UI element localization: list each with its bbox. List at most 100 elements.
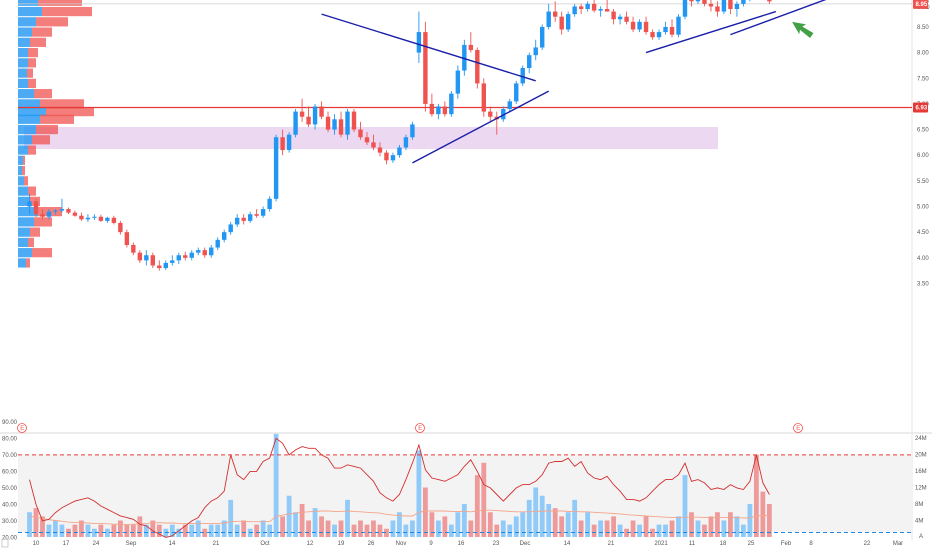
candle-body[interactable] — [306, 116, 311, 125]
candle-body[interactable] — [578, 6, 584, 9]
candle-body[interactable] — [533, 47, 538, 56]
candle-body[interactable] — [702, 0, 707, 4]
candle-body[interactable] — [559, 16, 564, 30]
volume-bar[interactable] — [435, 520, 441, 538]
volume-bar[interactable] — [195, 520, 201, 538]
candle-body[interactable] — [144, 255, 149, 261]
candle-body[interactable] — [689, 0, 694, 2]
candle-body[interactable] — [85, 217, 91, 220]
candle-body[interactable] — [176, 255, 181, 261]
volume-bar[interactable] — [734, 516, 740, 537]
volume-bar[interactable] — [221, 520, 227, 538]
candle-body[interactable] — [371, 142, 376, 148]
candle-body[interactable] — [293, 111, 298, 135]
volume-bar[interactable] — [215, 524, 221, 537]
candle-body[interactable] — [728, 0, 733, 9]
candle-body[interactable] — [715, 6, 720, 12]
candle-body[interactable] — [202, 250, 207, 256]
volume-bar[interactable] — [40, 516, 45, 537]
volume-bar[interactable] — [682, 475, 688, 537]
volume-bar[interactable] — [507, 524, 513, 537]
candle-body[interactable] — [254, 214, 259, 216]
volume-bar[interactable] — [358, 520, 363, 538]
earnings-marker[interactable] — [17, 423, 27, 433]
volume-bar[interactable] — [59, 524, 65, 537]
triangle-1-upper-trendline[interactable] — [321, 13, 536, 82]
candle-body[interactable] — [565, 14, 571, 30]
volume-bar[interactable] — [455, 512, 461, 537]
volume-bar[interactable] — [416, 450, 422, 537]
volume-bar[interactable] — [384, 528, 389, 537]
volume-bar[interactable] — [410, 520, 415, 538]
volume-bar[interactable] — [617, 524, 623, 537]
candle-body[interactable] — [131, 244, 136, 253]
candle-body[interactable] — [585, 3, 590, 9]
candle-body[interactable] — [150, 255, 156, 266]
candle-body[interactable] — [338, 119, 344, 135]
candle-body[interactable] — [33, 201, 39, 215]
candle-body[interactable] — [611, 11, 616, 20]
volume-bar[interactable] — [422, 487, 428, 538]
candle-body[interactable] — [436, 106, 441, 115]
volume-bar[interactable] — [598, 520, 604, 538]
volume-bar[interactable] — [513, 516, 519, 537]
volume-bar[interactable] — [27, 512, 32, 537]
volume-bar[interactable] — [280, 516, 286, 537]
earnings-marker[interactable] — [793, 423, 803, 433]
volume-bar[interactable] — [461, 504, 467, 537]
volume-bar[interactable] — [474, 475, 480, 537]
candle-body[interactable] — [215, 239, 220, 248]
candle-body[interactable] — [27, 201, 32, 207]
volume-bar[interactable] — [624, 528, 629, 537]
volume-bar[interactable] — [241, 520, 247, 538]
candle-body[interactable] — [53, 210, 58, 212]
candle-body[interactable] — [332, 119, 337, 130]
volume-bar[interactable] — [753, 454, 759, 538]
candle-body[interactable] — [260, 209, 266, 216]
candle-body[interactable] — [247, 214, 253, 221]
candle-body[interactable] — [514, 83, 519, 102]
volume-bar[interactable] — [429, 512, 435, 537]
volume-bar[interactable] — [79, 520, 84, 538]
candle-body[interactable] — [267, 198, 272, 210]
price-axis[interactable]: 11.0010.5010.009.509.008.508.007.507.006… — [913, 0, 932, 287]
candle-body[interactable] — [507, 101, 512, 110]
volume-bar[interactable] — [397, 512, 402, 537]
candle-body[interactable] — [416, 32, 422, 53]
candle-body[interactable] — [540, 26, 545, 48]
volume-bar[interactable] — [403, 524, 409, 537]
volume-bar[interactable] — [156, 524, 162, 537]
volume-bar[interactable] — [137, 516, 143, 537]
volume-bar[interactable] — [85, 524, 91, 537]
candle-body[interactable] — [222, 232, 227, 240]
candle-body[interactable] — [462, 44, 467, 71]
candle-body[interactable] — [475, 50, 480, 84]
candle-body[interactable] — [397, 147, 402, 156]
candle-body[interactable] — [520, 67, 525, 84]
candle-body[interactable] — [46, 211, 52, 217]
candle-body[interactable] — [741, 0, 746, 4]
candle-body[interactable] — [572, 6, 577, 15]
candle-body[interactable] — [241, 217, 246, 221]
volume-bar[interactable] — [267, 524, 273, 537]
candle-body[interactable] — [364, 137, 370, 143]
candle-body[interactable] — [455, 70, 461, 94]
volume-bar[interactable] — [286, 495, 292, 537]
oscillator-line[interactable] — [29, 437, 770, 538]
volume-bar[interactable] — [371, 520, 376, 538]
candle-body[interactable] — [209, 247, 214, 256]
volume-bar[interactable] — [182, 524, 188, 537]
candle-body[interactable] — [299, 111, 305, 117]
volume-bar[interactable] — [53, 520, 58, 538]
earnings-marker[interactable] — [415, 423, 425, 433]
volume-bar[interactable] — [293, 512, 298, 537]
volume-bar[interactable] — [468, 520, 474, 538]
candle-body[interactable] — [111, 217, 117, 223]
candle-body[interactable] — [280, 137, 285, 151]
volume-bar[interactable] — [98, 524, 104, 537]
candle-body[interactable] — [390, 155, 396, 161]
candle-body[interactable] — [377, 147, 383, 153]
volume-bar[interactable] — [390, 520, 396, 538]
candle-body[interactable] — [79, 215, 84, 220]
